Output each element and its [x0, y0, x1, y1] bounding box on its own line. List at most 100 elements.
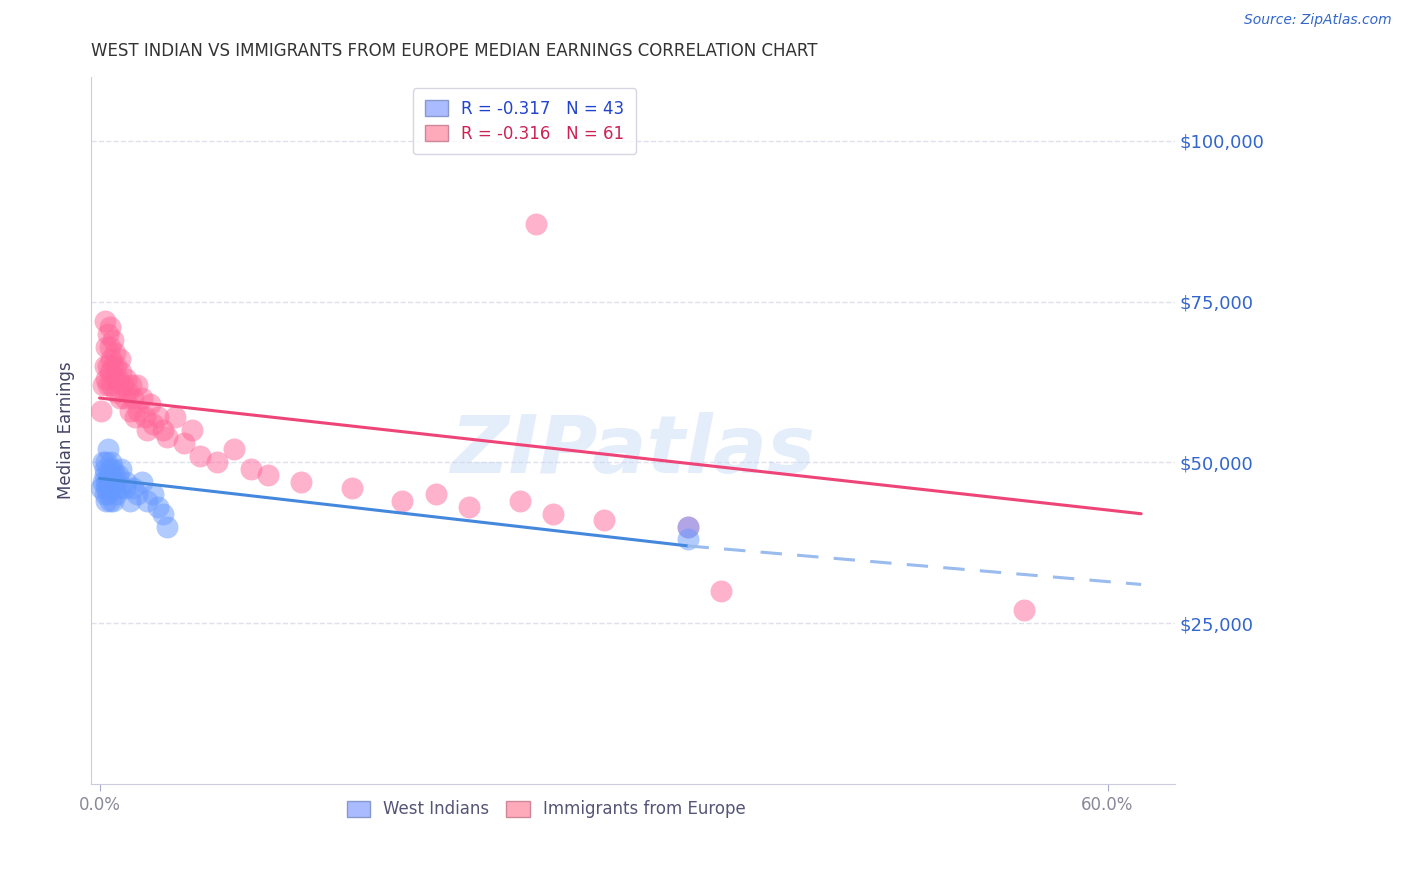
Text: WEST INDIAN VS IMMIGRANTS FROM EUROPE MEDIAN EARNINGS CORRELATION CHART: WEST INDIAN VS IMMIGRANTS FROM EUROPE ME… [91, 42, 818, 60]
Point [108, 481, 131, 495]
Point [124, 410, 146, 425]
Point [100, 352, 122, 367]
Point [93, 314, 115, 328]
Point [205, 455, 228, 469]
Point [97, 359, 120, 373]
Point [100, 378, 122, 392]
Point [165, 410, 187, 425]
Point [676, 519, 699, 533]
Y-axis label: Median Earnings: Median Earnings [58, 361, 75, 499]
Point [152, 423, 174, 437]
Point [1012, 603, 1035, 617]
Point [222, 442, 245, 457]
Point [135, 423, 157, 437]
Point [98, 461, 121, 475]
Point [125, 378, 148, 392]
Point [101, 461, 124, 475]
Point [142, 417, 165, 431]
Point [98, 494, 121, 508]
Point [97, 442, 120, 457]
Point [105, 384, 128, 399]
Point [118, 404, 141, 418]
Point [91, 378, 114, 392]
Point [458, 500, 481, 515]
Point [173, 436, 195, 450]
Point [139, 397, 162, 411]
Point [114, 481, 136, 495]
Point [93, 461, 115, 475]
Point [97, 487, 120, 501]
Point [107, 468, 129, 483]
Point [710, 583, 733, 598]
Point [148, 410, 170, 425]
Point [101, 333, 124, 347]
Point [425, 487, 447, 501]
Point [110, 365, 132, 379]
Point [93, 468, 115, 483]
Point [104, 346, 127, 360]
Point [98, 320, 121, 334]
Point [96, 475, 118, 489]
Point [592, 513, 614, 527]
Point [96, 481, 118, 495]
Point [105, 475, 128, 489]
Point [524, 218, 547, 232]
Point [100, 481, 122, 495]
Point [110, 461, 132, 475]
Point [127, 404, 149, 418]
Point [135, 494, 157, 508]
Point [101, 494, 124, 508]
Point [97, 475, 120, 489]
Text: Source: ZipAtlas.com: Source: ZipAtlas.com [1244, 13, 1392, 28]
Point [188, 449, 211, 463]
Point [97, 378, 120, 392]
Point [91, 455, 114, 469]
Point [122, 391, 145, 405]
Point [156, 429, 179, 443]
Point [108, 391, 131, 405]
Point [101, 359, 124, 373]
Point [509, 494, 531, 508]
Point [98, 481, 121, 495]
Point [112, 378, 135, 392]
Point [105, 487, 128, 501]
Point [104, 481, 127, 495]
Point [101, 475, 124, 489]
Point [93, 487, 115, 501]
Point [115, 475, 138, 489]
Legend: West Indians, Immigrants from Europe: West Indians, Immigrants from Europe [340, 794, 752, 825]
Point [256, 468, 278, 483]
Point [134, 410, 156, 425]
Point [105, 359, 128, 373]
Point [114, 391, 136, 405]
Point [104, 372, 127, 386]
Point [181, 423, 204, 437]
Point [117, 384, 139, 399]
Point [239, 461, 262, 475]
Point [541, 507, 564, 521]
Point [97, 326, 120, 341]
Point [100, 468, 122, 483]
Point [93, 359, 115, 373]
Point [118, 494, 141, 508]
Point [98, 365, 121, 379]
Point [676, 533, 699, 547]
Point [121, 378, 143, 392]
Point [96, 340, 118, 354]
Point [340, 481, 363, 495]
Point [107, 372, 129, 386]
Point [125, 487, 148, 501]
Point [108, 352, 131, 367]
Point [90, 404, 112, 418]
Point [122, 481, 145, 495]
Point [90, 481, 112, 495]
Point [131, 391, 153, 405]
Point [100, 455, 122, 469]
Point [142, 487, 165, 501]
Point [96, 455, 118, 469]
Point [96, 372, 118, 386]
Point [115, 372, 138, 386]
Point [104, 468, 127, 483]
Point [91, 475, 114, 489]
Point [96, 494, 118, 508]
